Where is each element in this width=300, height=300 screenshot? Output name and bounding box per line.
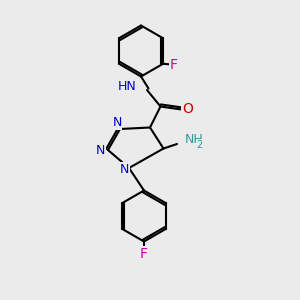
Text: NH: NH bbox=[184, 133, 203, 146]
Text: N: N bbox=[96, 143, 105, 157]
Text: F: F bbox=[169, 58, 178, 72]
Text: O: O bbox=[182, 103, 193, 116]
Text: HN: HN bbox=[118, 80, 136, 94]
Text: F: F bbox=[140, 247, 148, 260]
Text: 2: 2 bbox=[196, 140, 203, 150]
Text: N: N bbox=[120, 163, 129, 176]
Text: N: N bbox=[112, 116, 122, 130]
